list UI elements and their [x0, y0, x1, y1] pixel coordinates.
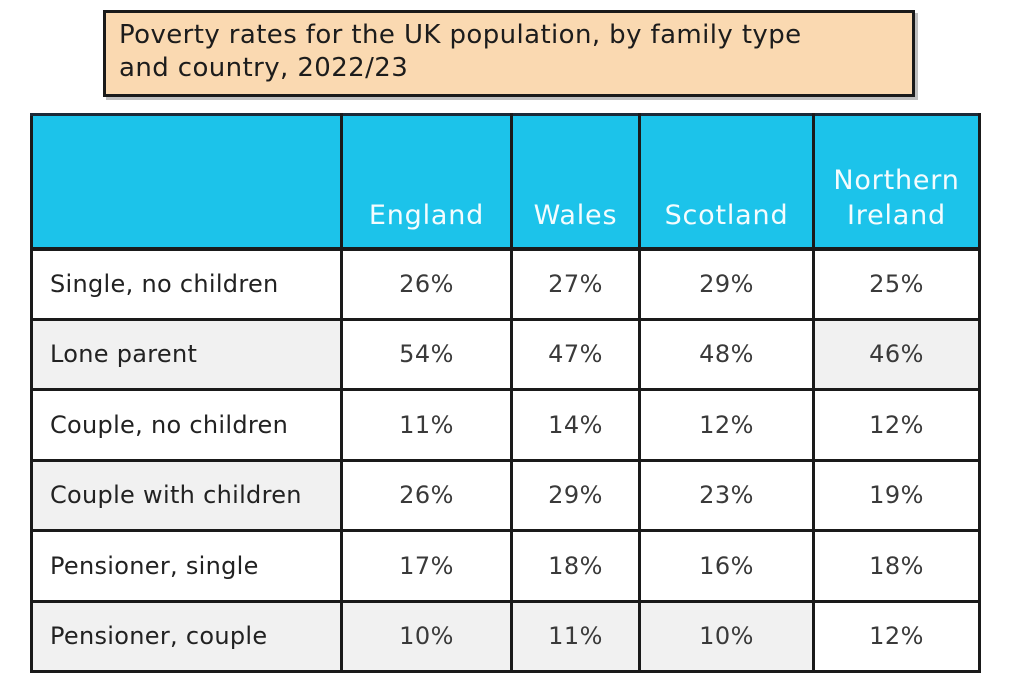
- column-header-scotland: Scotland: [638, 113, 815, 251]
- value-cell: 12%: [638, 388, 815, 462]
- value-cell: 11%: [340, 388, 513, 462]
- value-cell: 10%: [340, 599, 513, 673]
- row-label: Couple with children: [30, 458, 343, 532]
- value-cell: 12%: [812, 599, 981, 673]
- value-cell: 11%: [510, 599, 641, 673]
- value-cell: 17%: [340, 529, 513, 603]
- value-cell: 29%: [510, 458, 641, 532]
- row-label: Pensioner, single: [30, 529, 343, 603]
- header-row: England Wales Scotland Northern Ireland: [30, 113, 981, 251]
- value-cell: 19%: [812, 458, 981, 532]
- table-row: Lone parent 54% 47% 48% 46%: [30, 317, 981, 391]
- value-cell: 27%: [510, 247, 641, 321]
- table-row: Couple, no children 11% 14% 12% 12%: [30, 388, 981, 462]
- table-row: Single, no children 26% 27% 29% 25%: [30, 247, 981, 321]
- value-cell: 16%: [638, 529, 815, 603]
- value-cell: 23%: [638, 458, 815, 532]
- chart-title-line1: Poverty rates for the UK population, by …: [119, 20, 802, 50]
- chart-title: Poverty rates for the UK population, by …: [103, 10, 915, 97]
- value-cell: 26%: [340, 247, 513, 321]
- value-cell: 12%: [812, 388, 981, 462]
- value-cell: 29%: [638, 247, 815, 321]
- row-label: Pensioner, couple: [30, 599, 343, 673]
- value-cell: 14%: [510, 388, 641, 462]
- value-cell: 26%: [340, 458, 513, 532]
- corner-cell: [30, 113, 343, 251]
- value-cell: 18%: [812, 529, 981, 603]
- poverty-rates-table: England Wales Scotland Northern Ireland …: [30, 113, 981, 673]
- value-cell: 47%: [510, 317, 641, 391]
- row-label: Lone parent: [30, 317, 343, 391]
- row-label: Couple, no children: [30, 388, 343, 462]
- value-cell: 54%: [340, 317, 513, 391]
- value-cell: 18%: [510, 529, 641, 603]
- column-header-wales: Wales: [510, 113, 641, 251]
- row-label: Single, no children: [30, 247, 343, 321]
- table-row: Couple with children 26% 29% 23% 19%: [30, 458, 981, 532]
- chart-title-line2: and country, 2022/23: [119, 53, 409, 84]
- table-row: Pensioner, single 17% 18% 16% 18%: [30, 529, 981, 603]
- value-cell: 10%: [638, 599, 815, 673]
- value-cell: 25%: [812, 247, 981, 321]
- column-header-northern-ireland: Northern Ireland: [812, 113, 981, 251]
- value-cell: 46%: [812, 317, 981, 391]
- value-cell: 48%: [638, 317, 815, 391]
- column-header-england: England: [340, 113, 513, 251]
- table-row: Pensioner, couple 10% 11% 10% 12%: [30, 599, 981, 673]
